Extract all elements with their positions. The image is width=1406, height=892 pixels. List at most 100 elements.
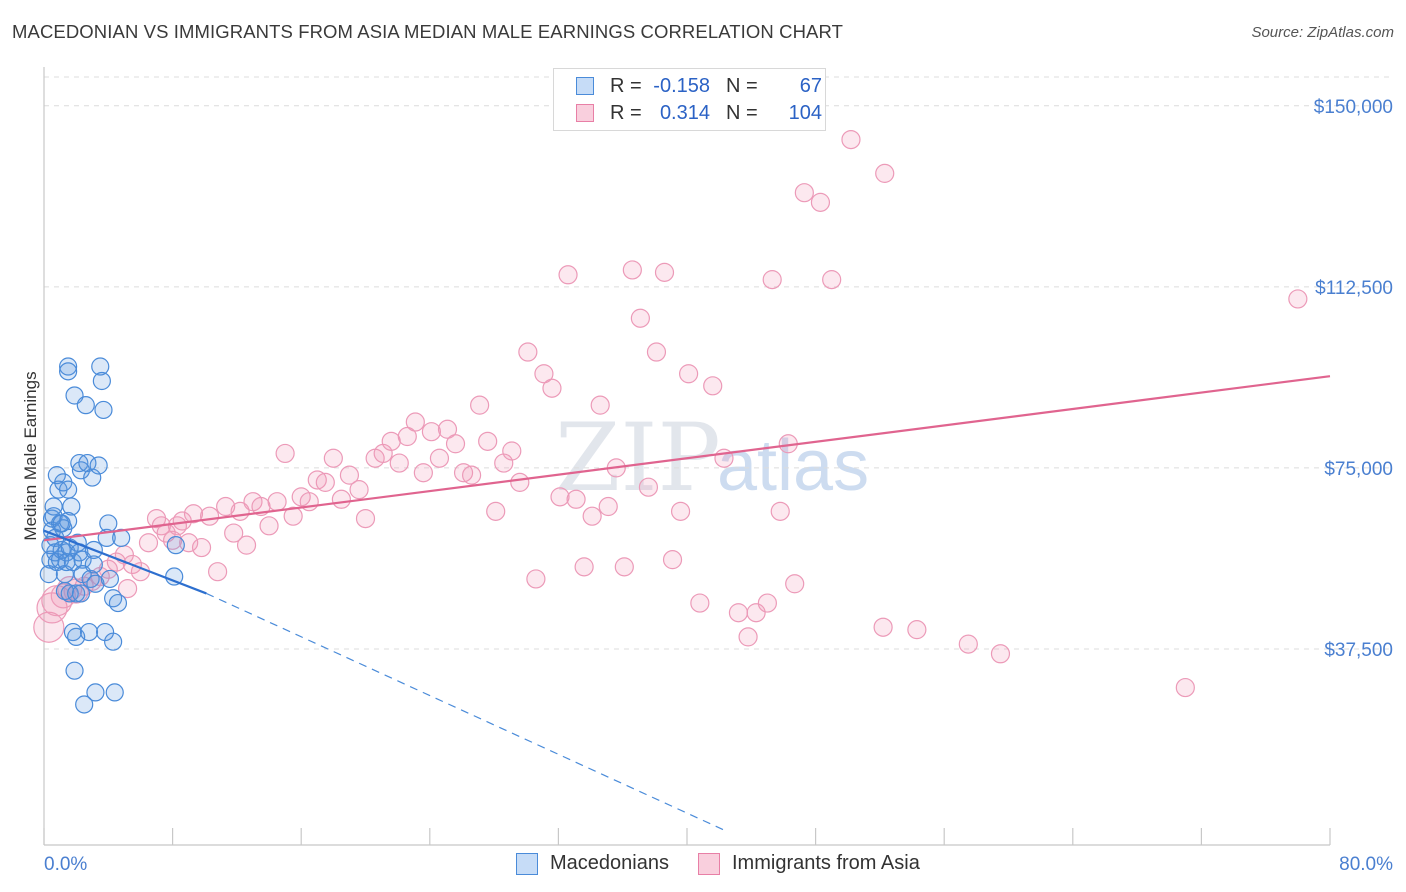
legend-n-label: N = <box>726 102 758 124</box>
legend-r-label: R = <box>610 75 642 97</box>
data-point-macedonian <box>92 371 111 391</box>
y-tick-label: $150,000 <box>1314 97 1393 118</box>
data-point-asia <box>355 508 376 529</box>
data-point-macedonian <box>52 514 71 533</box>
data-point-asia <box>413 463 433 483</box>
legend-r-value: 0.314 <box>659 102 710 124</box>
x-tick-label: 0.0% <box>44 854 87 875</box>
data-point-asia <box>259 516 279 536</box>
data-point-asia <box>875 163 895 183</box>
data-point-macedonian <box>86 683 105 702</box>
data-point-asia <box>738 627 758 647</box>
data-point-asia <box>990 644 1011 664</box>
legend-n-value: 67 <box>799 75 822 97</box>
data-point-macedonian <box>108 593 128 613</box>
data-point-asia <box>958 634 978 654</box>
data-point-asia <box>470 395 490 415</box>
data-point-asia <box>518 342 538 362</box>
data-point-asia <box>679 364 699 384</box>
data-point-macedonian <box>99 514 118 533</box>
data-point-asia <box>670 501 691 521</box>
data-point-asia <box>762 270 782 290</box>
data-point-asia <box>690 593 710 613</box>
data-point-asia <box>397 426 417 447</box>
data-point-macedonian <box>59 362 78 381</box>
data-point-asia <box>236 535 257 555</box>
legend-n-value: 104 <box>788 102 822 124</box>
data-point-macedonian <box>44 497 63 516</box>
data-point-asia <box>558 265 578 285</box>
data-point-macedonian <box>62 497 81 516</box>
data-point-asia <box>389 453 409 473</box>
x-tick-labels: 0.0% 80.0% <box>44 854 1393 875</box>
data-point-asia <box>654 262 675 282</box>
data-point-asia <box>638 477 659 497</box>
data-point-asia <box>502 441 522 461</box>
data-point-asia <box>163 530 183 550</box>
data-point-asia <box>703 376 723 396</box>
data-point-asia <box>582 506 602 526</box>
data-point-asia <box>323 448 343 468</box>
series-immigrants-from-asia <box>33 129 1308 698</box>
data-point-asia <box>216 496 236 517</box>
y-tick-labels: $37,500 $75,000 $112,500 $150,000 <box>1314 97 1393 661</box>
legend-swatch-macedonians <box>516 853 538 875</box>
data-point-asia <box>614 557 634 577</box>
data-point-asia <box>478 431 498 451</box>
y-axis-label: Median Male Earnings <box>21 371 40 540</box>
data-point-macedonian <box>78 453 97 473</box>
data-point-asia <box>349 480 369 500</box>
data-point-macedonian <box>71 461 91 480</box>
x-tick-label: 80.0% <box>1339 854 1393 875</box>
legend-swatch-macedonians <box>576 77 594 95</box>
legend-swatch-asia <box>576 104 594 122</box>
data-point-asia <box>770 501 790 521</box>
data-point-macedonian <box>86 574 105 593</box>
legend-label-macedonians: Macedonians <box>550 852 669 874</box>
data-point-asia <box>138 533 159 553</box>
data-point-asia <box>662 550 683 570</box>
data-point-macedonian <box>84 555 103 574</box>
legend-swatch-asia <box>698 853 720 875</box>
data-point-asia <box>315 472 335 492</box>
legend-r-value: -0.158 <box>653 75 710 97</box>
data-point-asia <box>224 523 244 543</box>
data-point-asia <box>117 578 138 599</box>
data-point-macedonian <box>89 456 108 475</box>
trend-lines <box>43 375 1331 831</box>
data-point-asia <box>191 537 212 558</box>
data-point-macedonian <box>104 632 123 651</box>
data-point-asia <box>785 574 805 594</box>
data-point-asia <box>841 129 861 150</box>
data-point-asia <box>275 443 295 464</box>
data-point-asia <box>331 489 351 509</box>
data-point-asia <box>405 412 425 432</box>
data-point-macedonian <box>79 622 99 642</box>
data-point-asia <box>907 620 927 640</box>
data-point-macedonian <box>94 400 113 420</box>
data-point-asia <box>307 470 327 490</box>
data-point-asia <box>510 472 530 492</box>
chart-title: MACEDONIAN VS IMMIGRANTS FROM ASIA MEDIA… <box>12 21 844 42</box>
data-point-asia <box>550 487 570 507</box>
y-tick-label: $112,500 <box>1315 278 1393 299</box>
data-point-asia <box>267 492 287 512</box>
y-tick-label: $75,000 <box>1324 459 1393 480</box>
data-point-asia <box>526 569 546 589</box>
data-point-macedonian <box>71 584 91 603</box>
data-point-asia <box>534 364 554 384</box>
trend-line-macedonians <box>43 529 207 595</box>
trend-line-macedonians-extension <box>206 592 725 831</box>
data-point-asia <box>486 501 506 521</box>
data-point-asia <box>646 342 667 362</box>
data-point-asia <box>183 504 204 524</box>
series-legend: Macedonians Immigrants from Asia <box>0 852 1406 878</box>
data-point-asia <box>437 419 458 439</box>
data-point-asia <box>33 611 65 643</box>
data-point-asia <box>429 448 450 468</box>
data-point-asia <box>199 506 220 526</box>
data-point-asia <box>794 183 814 203</box>
data-point-asia <box>421 422 442 442</box>
axes <box>43 67 1331 846</box>
